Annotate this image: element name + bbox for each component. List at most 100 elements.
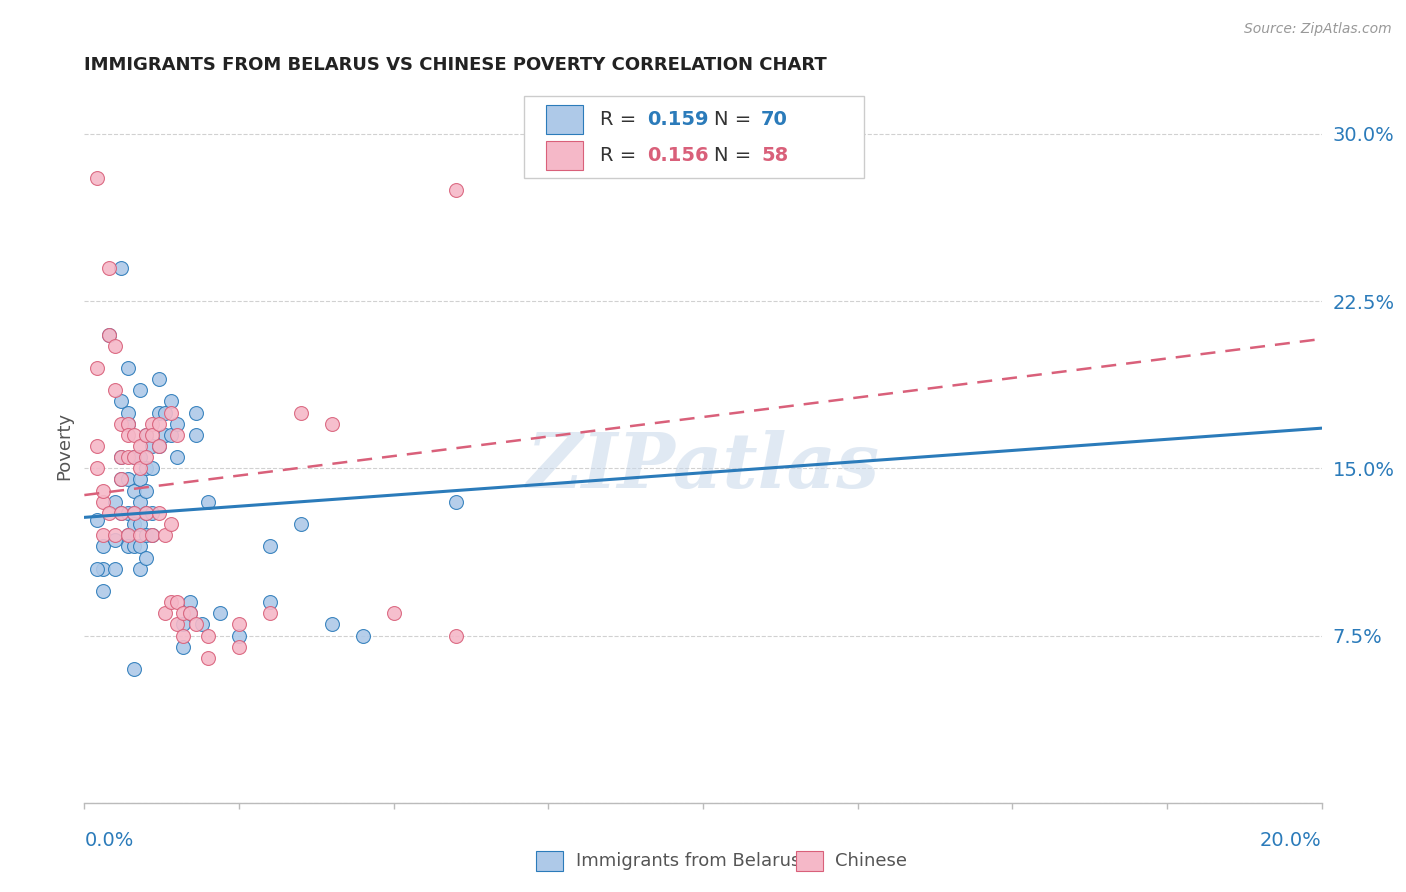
Point xyxy=(91,494,114,508)
Point xyxy=(91,483,114,498)
Point xyxy=(148,417,170,431)
Point xyxy=(98,327,121,342)
Point xyxy=(160,517,183,532)
Point xyxy=(197,494,219,508)
Point xyxy=(148,372,170,386)
Point xyxy=(122,427,145,442)
Point xyxy=(122,506,145,520)
Point xyxy=(630,161,652,175)
Point xyxy=(290,517,312,532)
Point xyxy=(110,394,132,409)
Point xyxy=(382,607,405,621)
Point xyxy=(122,450,145,465)
Text: Chinese: Chinese xyxy=(835,853,907,871)
Point xyxy=(179,607,201,621)
Point xyxy=(148,439,170,453)
Point xyxy=(148,506,170,520)
Point xyxy=(104,384,127,398)
Text: ZIPatlas: ZIPatlas xyxy=(526,431,880,504)
Point xyxy=(91,583,114,598)
Point xyxy=(141,461,163,475)
Point xyxy=(110,417,132,431)
Bar xyxy=(546,105,583,134)
Point xyxy=(141,427,163,442)
Point xyxy=(86,562,108,576)
Point xyxy=(184,405,207,420)
Point xyxy=(91,562,114,576)
Point xyxy=(122,506,145,520)
Point xyxy=(104,494,127,508)
Point xyxy=(117,405,139,420)
Point xyxy=(352,628,374,642)
Text: Source: ZipAtlas.com: Source: ZipAtlas.com xyxy=(1244,22,1392,37)
Point xyxy=(135,528,157,542)
Point xyxy=(166,595,188,609)
Point xyxy=(172,640,194,654)
Point xyxy=(184,617,207,632)
Bar xyxy=(796,851,823,871)
Point xyxy=(209,607,232,621)
Point xyxy=(86,512,108,526)
Point xyxy=(166,450,188,465)
Point xyxy=(321,617,343,632)
Text: Immigrants from Belarus: Immigrants from Belarus xyxy=(575,853,800,871)
Point xyxy=(122,662,145,676)
Point xyxy=(135,450,157,465)
Point xyxy=(98,327,121,342)
Point xyxy=(110,260,132,275)
Point xyxy=(141,528,163,542)
Point xyxy=(160,427,183,442)
Point xyxy=(104,533,127,547)
Point xyxy=(110,473,132,487)
Point xyxy=(117,417,139,431)
Point xyxy=(117,417,139,431)
Text: 0.159: 0.159 xyxy=(647,110,709,128)
Text: R =: R = xyxy=(600,146,643,165)
Point xyxy=(86,360,108,375)
Point xyxy=(110,450,132,465)
Point xyxy=(129,494,152,508)
Point xyxy=(153,427,176,442)
Point xyxy=(122,483,145,498)
Point xyxy=(135,427,157,442)
Point xyxy=(191,617,214,632)
Point xyxy=(321,417,343,431)
Point xyxy=(172,607,194,621)
Text: N =: N = xyxy=(714,146,758,165)
Point xyxy=(166,417,188,431)
Point xyxy=(160,394,183,409)
Point xyxy=(172,628,194,642)
Bar xyxy=(546,141,583,169)
Point xyxy=(129,473,152,487)
Text: 70: 70 xyxy=(761,110,787,128)
Point xyxy=(197,628,219,642)
Point xyxy=(135,550,157,565)
Point xyxy=(228,628,250,642)
Point xyxy=(117,528,139,542)
Point xyxy=(91,539,114,553)
Point xyxy=(129,562,152,576)
Point xyxy=(141,506,163,520)
Point xyxy=(179,607,201,621)
Point xyxy=(117,473,139,487)
Point xyxy=(197,651,219,665)
Point xyxy=(110,450,132,465)
Point xyxy=(110,506,132,520)
Point xyxy=(86,461,108,475)
Point xyxy=(135,506,157,520)
Point xyxy=(228,617,250,632)
Point xyxy=(184,427,207,442)
Point xyxy=(86,171,108,186)
Point xyxy=(172,617,194,632)
Point xyxy=(104,528,127,542)
Point xyxy=(228,640,250,654)
Point xyxy=(129,517,152,532)
Point xyxy=(166,427,188,442)
Point xyxy=(91,528,114,542)
Point xyxy=(259,595,281,609)
Point xyxy=(110,473,132,487)
Point xyxy=(129,450,152,465)
Point xyxy=(290,405,312,420)
Point xyxy=(117,360,139,375)
Point xyxy=(135,506,157,520)
